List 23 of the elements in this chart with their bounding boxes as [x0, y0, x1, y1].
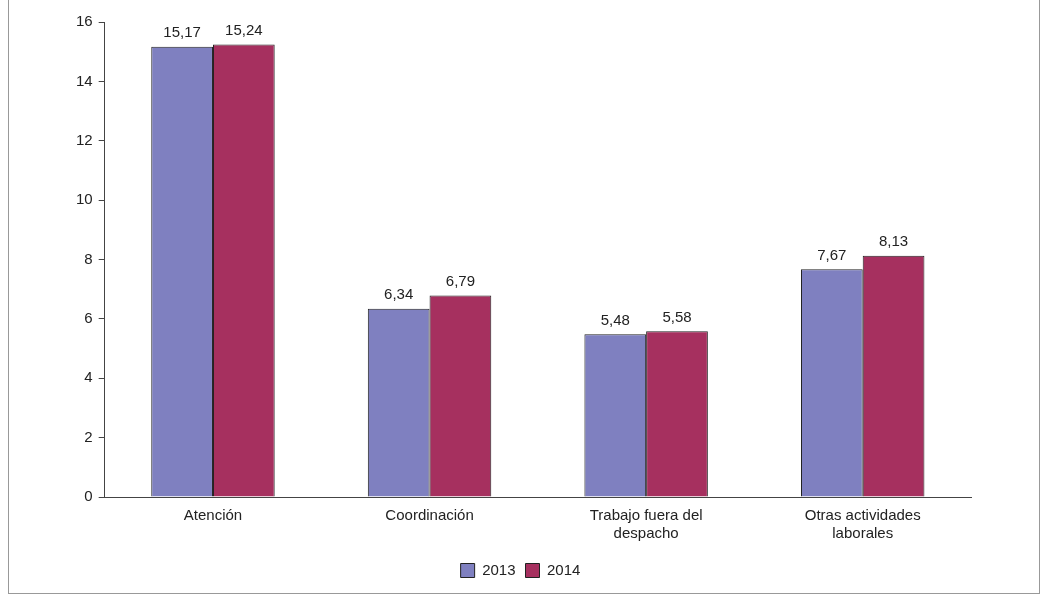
legend-label: 2013	[482, 560, 516, 578]
x-tick-label: Coordinación	[385, 506, 474, 524]
legend-label: 2014	[547, 560, 581, 578]
y-tick-label: 12	[76, 130, 93, 148]
data-label: 6,79	[445, 272, 476, 290]
data-label: 5,48	[600, 310, 630, 328]
data-label: 8,13	[878, 232, 909, 250]
y-tick-label: 2	[84, 427, 93, 445]
data-label: 5,58	[662, 307, 692, 325]
x-tick-label: Otras actividades laborales	[804, 506, 921, 542]
y-tick-label: 6	[84, 309, 93, 327]
x-tick-label: Trabajo fuera del despacho	[589, 506, 703, 542]
y-tick-label: 10	[76, 190, 93, 208]
data-label: 7,67	[817, 245, 847, 263]
y-tick-label: 16	[76, 12, 93, 30]
y-tick-label: 14	[76, 71, 93, 89]
data-label: 15,24	[225, 21, 263, 39]
y-tick-label: 4	[84, 368, 93, 386]
y-tick-label: 0	[84, 487, 93, 505]
data-label: 6,34	[384, 285, 414, 303]
data-label: 15,17	[163, 23, 201, 41]
y-tick-label: 8	[84, 249, 93, 267]
x-tick-label: Atención	[183, 506, 243, 524]
